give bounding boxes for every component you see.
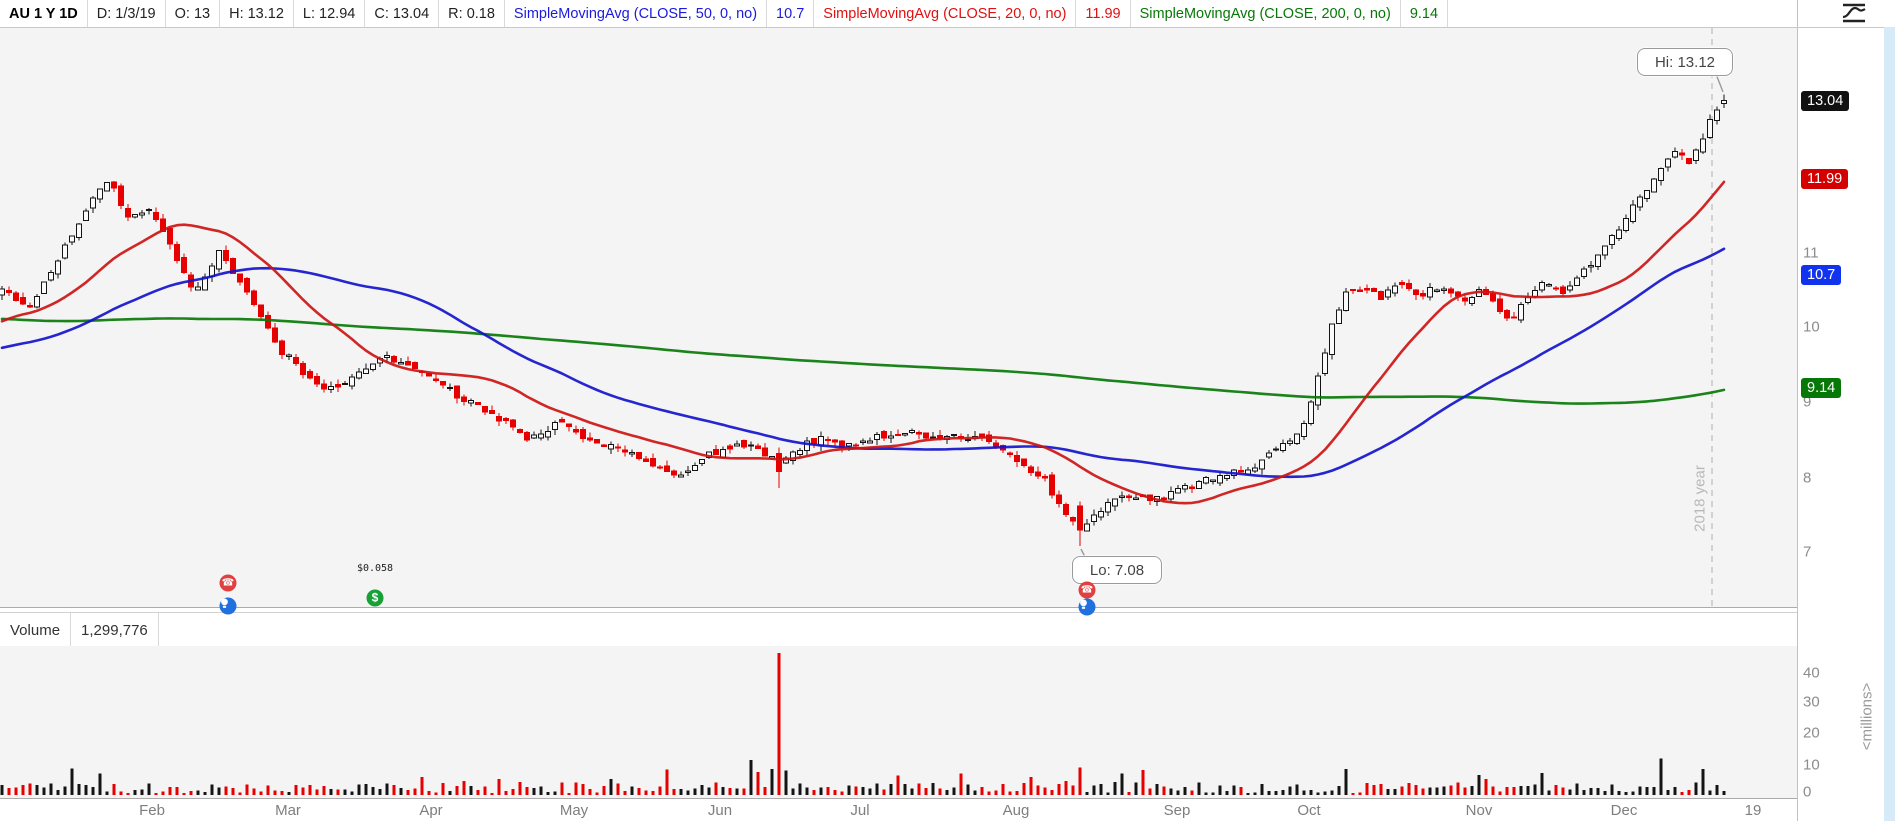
volume-plot[interactable] [0,646,1797,798]
high-readout: H: 13.12 [220,0,294,27]
sma20-line [0,180,1726,505]
month-label: Jul [850,802,870,819]
year-divider-label: 2018 year [1691,465,1709,532]
call-event-icon[interactable]: ☎ [1078,581,1096,599]
volume-axis-tick: 0 [1803,783,1812,801]
lo-price-annotation: Lo: 7.08 [1072,556,1162,584]
price-axis-tick: 9 [1803,393,1812,411]
low-readout: L: 12.94 [294,0,366,27]
volume-axis-tick: 30 [1803,693,1820,711]
sma50-study-label[interactable]: SimpleMovingAvg (CLOSE, 50, 0, no) [505,0,768,27]
volume-panel-label[interactable]: Volume [0,613,72,647]
axis-divider-line [1797,0,1798,821]
month-label: Sep [1163,802,1191,819]
volume-chart-pane[interactable] [0,646,1797,799]
month-label: Mar [275,802,301,819]
price-axis-tick: 8 [1803,469,1812,487]
edit-studies-button[interactable] [1840,1,1882,27]
header-bar: AU 1 Y 1D D: 1/3/19 O: 13 H: 13.12 L: 12.94 C… [0,0,1884,28]
month-label: May [559,802,589,819]
earnings-event-icon[interactable] [1078,598,1096,616]
sma50-value: 10.7 [767,0,815,27]
earnings-event-icon[interactable] [219,597,237,615]
sma200-study-label[interactable]: SimpleMovingAvg (CLOSE, 200, 0, no) [1131,0,1401,27]
time-axis[interactable]: Feb Mar Apr May Jun Jul Aug Sep Oct Nov Dec 19 [0,799,1797,821]
sma20-value: 11.99 [1076,0,1131,27]
month-label: Nov [1465,802,1493,819]
price-axis-tick: 11 [1803,244,1819,262]
call-event-icon[interactable]: ☎ [219,574,237,592]
price-plot[interactable] [0,28,1797,607]
range-readout: R: 0.18 [439,0,505,27]
symbol-timeframe[interactable]: AU 1 Y 1D [0,0,88,27]
price-axis-tick: 10 [1803,318,1820,336]
sma200-price-bubble: 9.14 [1801,378,1842,398]
month-label: Apr [419,802,443,819]
price-chart-pane[interactable] [0,28,1797,608]
price-axis-tick: 7 [1803,543,1812,561]
month-label: Jun [707,802,733,819]
volume-panel-value: 1,299,776 [71,613,159,647]
month-label: Aug [1002,802,1030,819]
sma50-price-bubble: 10.7 [1801,265,1842,285]
month-label: 19 [1744,802,1762,819]
volume-axis-tick: 10 [1803,756,1820,774]
dividend-event-icon[interactable]: $ [366,589,384,607]
close-readout: C: 13.04 [365,0,440,27]
sma20-price-bubble: 11.99 [1801,169,1849,189]
date-readout: D: 1/3/19 [88,0,166,27]
month-label: Feb [139,802,165,819]
hi-price-annotation: Hi: 13.12 [1637,48,1733,76]
open-readout: O: 13 [166,0,221,27]
last-price-bubble: 13.04 [1801,91,1850,111]
sma20-study-label[interactable]: SimpleMovingAvg (CLOSE, 20, 0, no) [814,0,1077,27]
volume-unit-label: <millions> [1858,682,1876,751]
month-label: Oct [1297,802,1321,819]
sma200-value: 9.14 [1401,0,1449,27]
volume-axis-tick: 40 [1803,664,1820,682]
month-label: Dec [1610,802,1638,819]
volume-axis-tick: 20 [1803,724,1820,742]
dividend-amount-label: $0.058 [356,563,394,574]
sma200-line [0,317,1726,405]
studies-icon [1842,3,1866,23]
right-scroll-strip[interactable] [1884,27,1895,821]
volume-panel-header: Volume 1,299,776 [0,612,1797,648]
